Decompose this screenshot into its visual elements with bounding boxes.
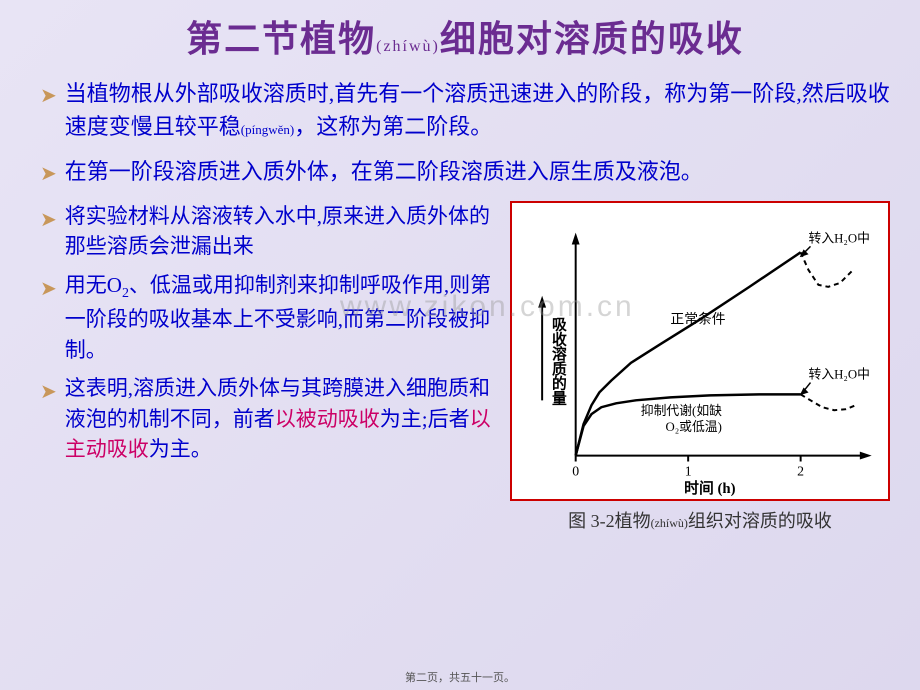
bullet-item: ➤ 将实验材料从溶液转入水中,原来进入质外体的那些溶质会泄漏出来 [40, 201, 495, 262]
inhibit-label-2: O₂或低温) [665, 420, 721, 434]
xtick-0: 0 [572, 463, 579, 478]
bullet-item: ➤ 这表明,溶质进入质外体与其跨膜进入细胞质和液泡的机制不同，前者以被动吸收为主;… [40, 373, 495, 464]
bullet-marker-icon: ➤ [40, 377, 57, 407]
slide-title: 第二节植物(zhíwù)细胞对溶质的吸收 [40, 10, 890, 62]
figure: 0 1 2 时间 (h) 吸收溶质的量 转入H₂O中 [510, 201, 890, 501]
xtick-2: 2 [797, 463, 804, 478]
title-prefix: 第二节植物 [186, 19, 376, 59]
normal-label: 正常条件 [670, 310, 725, 326]
figure-container: 0 1 2 时间 (h) 吸收溶质的量 转入H₂O中 [510, 201, 890, 534]
page-footer: 第二页，共五十一页。 [0, 669, 920, 685]
bullet-marker-icon: ➤ [40, 81, 57, 111]
bullet-text: 用无O2、低温或用抑制剂来抑制呼吸作用,则第一阶段的吸收基本上不受影响,而第二阶… [65, 270, 495, 365]
y-axis-arrow [572, 233, 580, 245]
title-suffix: 细胞对溶质的吸收 [440, 19, 744, 59]
bullet-marker-icon: ➤ [40, 159, 57, 189]
bullet-text: 当植物根从外部吸收溶质时,首先有一个溶质迅速进入的阶段，称为第一阶段,然后吸收速… [65, 77, 890, 143]
figure-caption: 图 3-2植物(zhíwù)组织对溶质的吸收 [510, 509, 890, 534]
top-bullets: ➤ 当植物根从外部吸收溶质时,首先有一个溶质迅速进入的阶段，称为第一阶段,然后吸收… [40, 77, 890, 189]
bullet-item: ➤ 用无O2、低温或用抑制剂来抑制呼吸作用,则第一阶段的吸收基本上不受影响,而第二… [40, 270, 495, 365]
title-pinyin: (zhíwù) [376, 38, 440, 55]
bullet-marker-icon: ➤ [40, 274, 57, 304]
normal-dashed [801, 252, 854, 287]
bullet-text: 这表明,溶质进入质外体与其跨膜进入细胞质和液泡的机制不同，前者以被动吸收为主;后… [65, 373, 495, 464]
h2o-label-1: 转入H₂O中 [809, 231, 870, 245]
left-bullets: ➤ 将实验材料从溶液转入水中,原来进入质外体的那些溶质会泄漏出来 ➤ 用无O2、低温或… [40, 201, 495, 473]
inhibit-label-1: 抑制代谢(如缺 [641, 403, 722, 418]
inhibited-dashed [801, 394, 858, 410]
bullet-text: 在第一阶段溶质进入质外体，在第二阶段溶质进入原生质及液泡。 [65, 155, 703, 188]
xtick-1: 1 [685, 463, 692, 478]
content-row: ➤ 将实验材料从溶液转入水中,原来进入质外体的那些溶质会泄漏出来 ➤ 用无O2、低温或… [40, 201, 890, 534]
y-axis-label: 吸收溶质的量 [550, 316, 566, 405]
bullet-item: ➤ 在第一阶段溶质进入质外体，在第二阶段溶质进入原生质及液泡。 [40, 155, 890, 189]
x-axis-arrow [860, 452, 872, 460]
chart-svg: 0 1 2 时间 (h) 吸收溶质的量 转入H₂O中 [512, 203, 888, 499]
bullet-text: 将实验材料从溶液转入水中,原来进入质外体的那些溶质会泄漏出来 [65, 201, 495, 262]
bullet-marker-icon: ➤ [40, 205, 57, 235]
bullet-item: ➤ 当植物根从外部吸收溶质时,首先有一个溶质迅速进入的阶段，称为第一阶段,然后吸收… [40, 77, 890, 143]
h2o-label-2: 转入H₂O中 [809, 368, 870, 382]
x-axis-label: 时间 (h) [684, 479, 735, 497]
